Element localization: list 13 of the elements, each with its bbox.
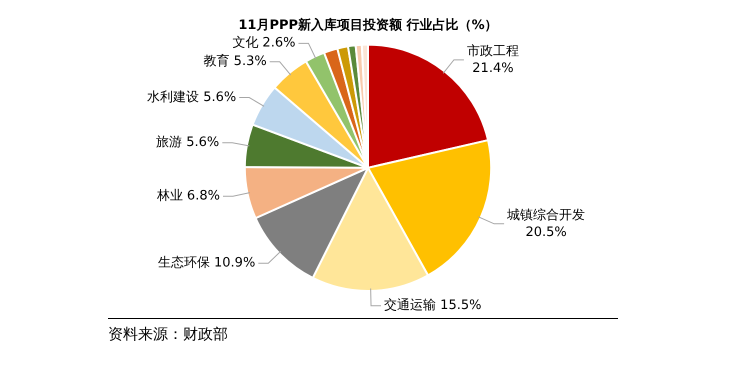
slice-label: 城镇综合开发: [506, 208, 586, 224]
slice-label: 水利建设 5.6%: [147, 90, 236, 105]
slice-label: 交通运输 15.5%: [384, 297, 482, 314]
slice-label: 市政工程: [466, 44, 519, 60]
slice-label: 林业 6.8%: [156, 188, 220, 204]
slice-label: 生态环保 10.9%: [158, 256, 256, 271]
slice-label: 教育 5.3%: [204, 53, 267, 70]
slice-label: 旅游 5.6%: [156, 135, 220, 150]
text: 资料来源：财政部: [108, 325, 229, 344]
data-label: 21.4%: [472, 61, 514, 76]
chart-title: 11月PPP新入库项目投资额 行业占比（%）: [238, 17, 498, 34]
data-label: 20.5%: [525, 225, 567, 240]
slice-label: 文化 2.6%: [232, 36, 296, 51]
